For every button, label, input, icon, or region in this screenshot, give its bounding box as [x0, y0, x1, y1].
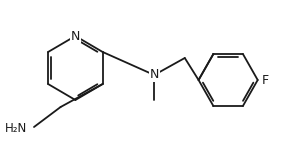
Text: N: N	[150, 69, 159, 82]
Text: N: N	[71, 29, 80, 42]
Text: H₂N: H₂N	[5, 122, 27, 135]
Text: F: F	[262, 73, 269, 86]
